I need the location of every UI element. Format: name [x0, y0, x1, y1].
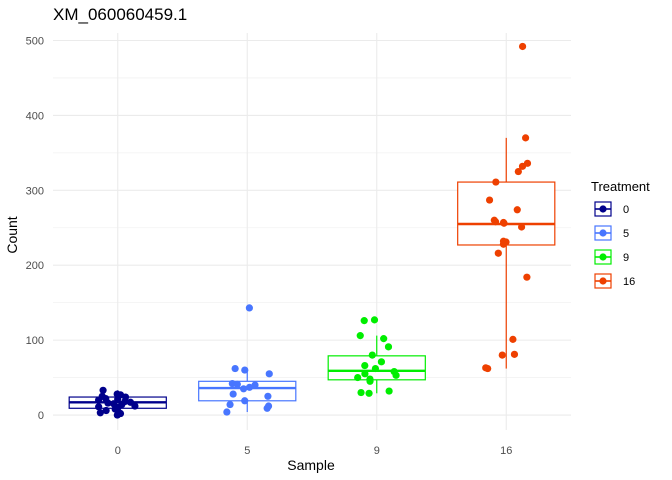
y-tick-label: 200 [26, 260, 44, 272]
data-point [354, 373, 362, 382]
legend-item-9: 9 [594, 249, 629, 265]
data-point [228, 379, 236, 388]
data-point [384, 343, 393, 351]
data-point [523, 273, 531, 281]
jitter-points [94, 42, 532, 419]
x-axis-ticks: 0 5 9 16 [115, 445, 513, 457]
legend-key-dot [599, 277, 607, 285]
legend-label: 5 [623, 228, 629, 240]
data-point [371, 364, 380, 373]
data-point [510, 350, 519, 358]
data-point [514, 167, 522, 176]
box-series [68, 137, 556, 416]
box-9 [327, 335, 426, 394]
data-point [360, 317, 368, 325]
chart-title: XM_060060459.1 [53, 5, 187, 24]
data-point [377, 358, 386, 366]
y-axis-title: Count [4, 216, 20, 253]
data-point [113, 390, 121, 398]
data-point [126, 398, 135, 406]
legend-key-dot [599, 229, 607, 237]
data-point [498, 351, 506, 359]
data-point [518, 42, 527, 51]
data-point [231, 364, 239, 373]
data-point [385, 387, 393, 395]
y-tick-label: 500 [26, 35, 44, 47]
data-point [357, 388, 365, 397]
data-point [264, 402, 273, 410]
data-point [494, 249, 502, 257]
data-point [241, 397, 249, 405]
legend: Treatment 0 5 9 16 [591, 179, 650, 289]
data-point [499, 237, 508, 245]
data-point [366, 375, 374, 383]
data-point [239, 385, 248, 393]
data-point [368, 351, 376, 359]
data-point [482, 364, 490, 372]
data-point [95, 403, 103, 411]
data-point [241, 366, 249, 374]
data-point [490, 216, 498, 224]
data-point [356, 332, 364, 340]
data-point [509, 335, 517, 343]
data-point [361, 370, 369, 378]
data-point [492, 178, 500, 186]
data-point [513, 206, 521, 214]
data-point [116, 409, 125, 418]
y-tick-label: 300 [26, 185, 44, 197]
data-point [370, 316, 379, 324]
y-tick-label: 100 [26, 335, 44, 347]
data-point [96, 409, 104, 417]
y-axis-ticks: 0 100 200 300 400 500 [26, 35, 44, 422]
x-tick-label: 0 [115, 445, 121, 457]
data-point [226, 400, 234, 409]
data-point [523, 159, 532, 167]
y-tick-label: 0 [38, 410, 44, 422]
data-point [98, 392, 106, 400]
legend-key-dot [599, 253, 607, 261]
data-point [264, 392, 272, 400]
box-16 [457, 137, 556, 369]
legend-item-16: 16 [594, 273, 635, 289]
x-tick-label: 16 [500, 445, 512, 457]
data-point [223, 408, 231, 416]
x-tick-label: 9 [374, 445, 380, 457]
legend-item-5: 5 [594, 225, 629, 241]
y-tick-label: 400 [26, 110, 44, 122]
box-iqr [457, 181, 556, 246]
legend-key-dot [599, 205, 607, 213]
data-point [499, 218, 508, 227]
data-point [390, 367, 398, 376]
x-tick-label: 5 [244, 445, 250, 457]
data-point [251, 381, 259, 389]
data-point [485, 196, 494, 204]
box-iqr [198, 380, 297, 402]
data-point [380, 335, 388, 343]
data-point [521, 134, 530, 142]
legend-item-0: 0 [594, 201, 629, 217]
data-point [99, 386, 107, 394]
legend-label: 9 [623, 252, 629, 264]
data-point [517, 223, 526, 231]
data-point [102, 406, 110, 415]
x-axis-title: Sample [287, 457, 335, 473]
legend-title: Treatment [591, 179, 650, 194]
legend-label: 16 [623, 276, 635, 288]
box-5 [198, 368, 297, 413]
data-point [361, 361, 369, 370]
data-point [245, 383, 254, 391]
data-point [265, 370, 273, 378]
legend-label: 0 [623, 204, 629, 216]
data-point [365, 389, 373, 397]
data-point [229, 390, 237, 398]
data-point [245, 304, 253, 312]
